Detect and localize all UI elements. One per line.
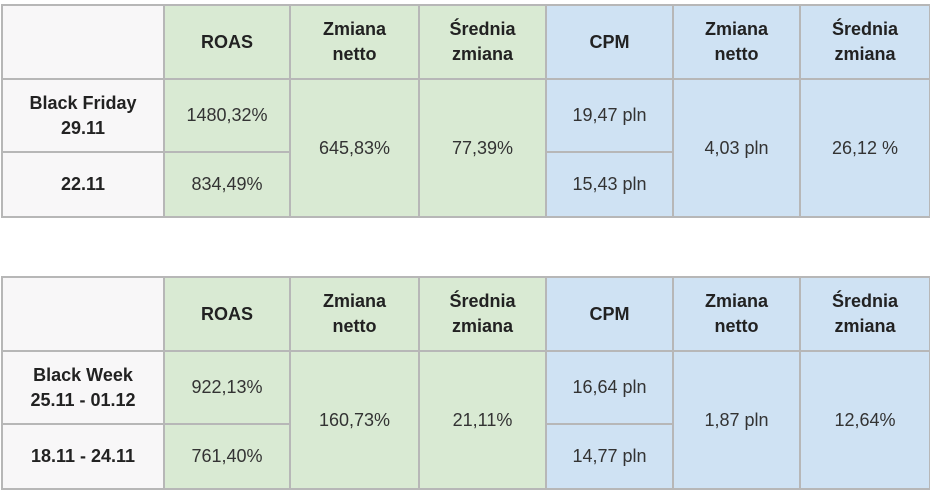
header-roas-avg-change: Średnia zmiana [418,276,547,352]
roas-net-change-value: 645,83% [289,78,420,218]
table-row: 18.11 - 24.11 761,40% 14,77 pln [1,423,930,490]
row-label-line: 29.11 [60,117,106,138]
header-line: netto [332,316,377,336]
row-label: 18.11 - 24.11 [1,423,165,490]
header-cpm-net-change: Zmiana netto [672,276,801,352]
row-label: 22.11 [1,151,165,218]
roas-value: 834,49% [163,151,291,218]
header-roas-label: ROAS [200,31,253,52]
table-row: 22.11 834,49% 15,43 pln [1,151,930,218]
header-cpm: CPM [545,4,674,80]
row-label-line: Black Friday [29,92,137,113]
header-roas-label: ROAS [200,303,253,324]
header-line: netto [714,316,759,336]
header-line: Średnia [449,291,516,311]
table-row: Black Friday 29.11 1480,32% 645,83% 77,39… [1,78,930,218]
header-cpm-label: CPM [589,31,630,52]
table-row: Black Week 25.11 - 01.12 922,13% 160,73% … [1,350,930,490]
roas-avg-change-value: 77,39% [418,78,547,218]
roas-net-change-value: 160,73% [289,350,420,490]
header-cpm-avg-change: Średnia zmiana [799,4,930,80]
cpm-value: 15,43 pln [545,151,674,218]
header-row: ROAS Zmiana netto Średnia zmiana CPM Zmian… [1,4,930,80]
cpm-value: 14,77 pln [545,423,674,490]
cpm-avg-change-value: 26,12 % [799,78,930,218]
row-label-line: Black Week [33,364,133,385]
header-roas-net-change: Zmiana netto [289,4,420,80]
corner-cell [1,276,165,352]
cpm-value: 16,64 pln [545,350,674,425]
roas-value: 761,40% [163,423,291,490]
header-line: Zmiana [322,291,387,311]
header-line: Średnia [831,291,899,311]
header-line: netto [714,44,759,64]
header-line: Średnia [449,19,516,39]
header-roas-net-change: Zmiana netto [289,276,420,352]
corner-cell [1,4,165,80]
roas-value: 1480,32% [163,78,291,153]
header-line: Zmiana [704,19,769,39]
header-line: zmiana [834,316,896,336]
row-label-line: 25.11 - 01.12 [30,389,136,410]
cpm-net-change-value: 4,03 pln [672,78,801,218]
header-cpm-net-change: Zmiana netto [672,4,801,80]
black-week-comparison-table: ROAS Zmiana netto Średnia zmiana CPM Zmian… [1,276,930,490]
header-roas: ROAS [163,4,291,80]
roas-value: 922,13% [163,350,291,425]
header-row: ROAS Zmiana netto Średnia zmiana CPM Zmian… [1,276,930,352]
header-line: zmiana [451,316,514,336]
header-cpm-avg-change: Średnia zmiana [799,276,930,352]
cpm-value: 19,47 pln [545,78,674,153]
header-line: Zmiana [322,19,387,39]
black-friday-comparison-table: ROAS Zmiana netto Średnia zmiana CPM Zmian… [1,4,930,218]
row-label: Black Week 25.11 - 01.12 [1,350,165,425]
cpm-avg-change-value: 12,64% [799,350,930,490]
row-label: Black Friday 29.11 [1,78,165,153]
header-roas-avg-change: Średnia zmiana [418,4,547,80]
header-line: netto [332,44,377,64]
roas-avg-change-value: 21,11% [418,350,547,490]
cpm-net-change-value: 1,87 pln [672,350,801,490]
header-line: zmiana [834,44,896,64]
header-cpm: CPM [545,276,674,352]
header-cpm-label: CPM [589,303,630,324]
header-line: zmiana [451,44,514,64]
header-line: Średnia [831,19,899,39]
header-line: Zmiana [704,291,769,311]
header-roas: ROAS [163,276,291,352]
